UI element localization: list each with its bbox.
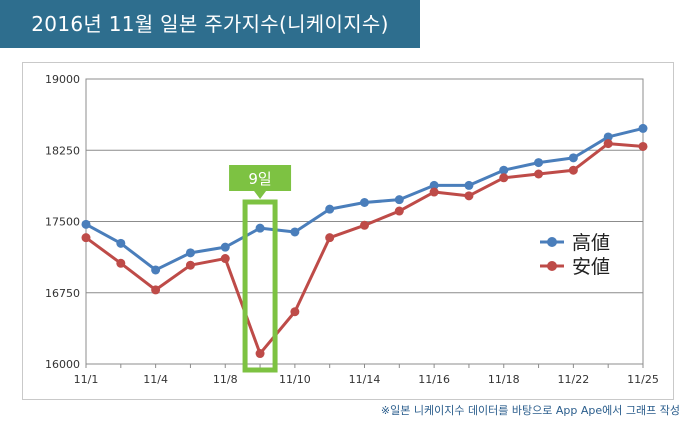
low-point — [464, 191, 474, 201]
legend-label: 安値 — [572, 256, 610, 278]
high-point — [360, 198, 369, 207]
low-point — [116, 258, 126, 268]
high-point — [534, 158, 544, 168]
low-point — [638, 141, 648, 151]
x-tick-label: 11/10 — [279, 373, 311, 386]
low-point — [290, 307, 300, 317]
low-point — [325, 233, 335, 243]
x-tick-label: 11/1 — [74, 373, 99, 386]
high-point — [499, 165, 509, 175]
high-point — [394, 195, 404, 205]
high-point — [116, 238, 126, 248]
callout-label: 9일 — [248, 170, 271, 188]
series-line-low — [85, 142, 644, 356]
low-point — [568, 165, 578, 175]
low-point — [255, 349, 265, 359]
high-point — [464, 180, 474, 190]
low-point — [394, 206, 404, 216]
page-title: 2016년 11월 일본 주가지수(니케이지수) — [31, 12, 389, 36]
x-axis-ticks: 11/1 11/4 11/8 11/10 11/14 11/16 11/18 11/22 11/… — [74, 364, 659, 386]
highlight-box — [242, 199, 278, 373]
title-banner — [0, 0, 420, 48]
y-tick-label: 18250 — [45, 144, 80, 157]
low-point — [360, 220, 369, 230]
y-tick-label: 16000 — [45, 358, 80, 371]
high-point — [185, 248, 195, 258]
y-tick-label: 19000 — [45, 73, 80, 86]
legend-label: 高値 — [572, 232, 610, 254]
footnote: ※일본 니케이지수 데이터를 바탕으로 App Ape에서 그래프 작성 — [380, 404, 680, 417]
legend-swatch-marker — [547, 237, 557, 247]
x-tick-label: 11/18 — [488, 373, 520, 386]
x-tick-label: 11/22 — [558, 373, 590, 386]
high-point — [255, 223, 265, 233]
y-tick-label: 16750 — [45, 287, 80, 300]
series-group — [81, 123, 648, 359]
y-axis-ticks: 16000 16750 17500 18250 19000 — [45, 73, 80, 371]
high-point — [220, 242, 230, 252]
low-point — [534, 169, 544, 179]
low-point — [220, 254, 230, 264]
low-point — [499, 173, 509, 183]
low-point — [185, 260, 195, 270]
high-point — [603, 132, 613, 142]
legend-swatch-marker — [547, 261, 557, 271]
x-tick-label: 11/4 — [143, 373, 168, 386]
x-tick-label: 11/25 — [627, 373, 659, 386]
high-point — [151, 265, 161, 275]
low-point — [429, 187, 439, 197]
annotation-group: 9일 — [229, 165, 292, 373]
callout-box — [229, 165, 292, 191]
low-point — [603, 139, 613, 149]
high-point — [638, 123, 648, 133]
low-point — [81, 233, 91, 243]
high-point — [429, 180, 439, 190]
x-tick-label: 11/14 — [349, 373, 381, 386]
x-tick-label: 11/16 — [418, 373, 450, 386]
gridlines — [85, 78, 644, 365]
high-point — [325, 204, 335, 214]
low-point — [151, 285, 161, 295]
high-point — [81, 219, 91, 229]
y-tick-label: 17500 — [45, 216, 80, 229]
high-point — [290, 227, 300, 237]
callout-pointer — [254, 191, 267, 199]
x-tick-label: 11/8 — [213, 373, 238, 386]
high-point — [568, 153, 578, 163]
